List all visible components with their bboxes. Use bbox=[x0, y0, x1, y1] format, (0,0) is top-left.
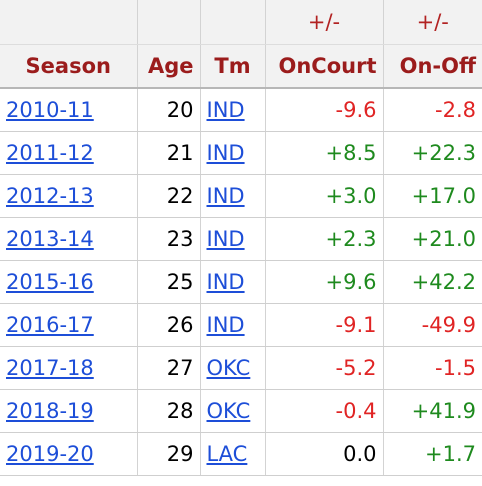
over-header-row: +/- +/- bbox=[0, 0, 482, 45]
over-header-blank-season bbox=[0, 0, 138, 45]
onoff-cell: +17.0 bbox=[383, 174, 482, 218]
column-header-row: Season Age Tm OnCourt On-Off bbox=[0, 44, 482, 89]
over-header-onoff: +/- bbox=[383, 0, 482, 45]
age-cell: 27 bbox=[137, 346, 201, 390]
table-row: 2016-17 26 IND -9.1 -49.9 bbox=[0, 303, 482, 347]
onoff-cell: +21.0 bbox=[383, 217, 482, 261]
over-header-oncourt: +/- bbox=[265, 0, 384, 45]
over-header-blank-age bbox=[137, 0, 201, 45]
table-header: +/- +/- Season Age Tm OnCourt On-Off bbox=[0, 0, 482, 89]
season-cell[interactable]: 2013-14 bbox=[0, 217, 138, 261]
age-cell: 28 bbox=[137, 389, 201, 433]
team-cell[interactable]: IND bbox=[200, 303, 266, 347]
onoff-cell: +1.7 bbox=[383, 432, 482, 476]
onoff-cell: +42.2 bbox=[383, 260, 482, 304]
season-cell[interactable]: 2015-16 bbox=[0, 260, 138, 304]
oncourt-cell: -9.1 bbox=[265, 303, 384, 347]
column-header-age[interactable]: Age bbox=[137, 44, 201, 89]
team-link[interactable]: IND bbox=[206, 312, 245, 337]
age-cell: 25 bbox=[137, 260, 201, 304]
season-link[interactable]: 2015-16 bbox=[6, 269, 94, 294]
onoff-cell: +22.3 bbox=[383, 131, 482, 175]
team-cell[interactable]: LAC bbox=[200, 432, 266, 476]
over-header-blank-team bbox=[200, 0, 266, 45]
stats-table: +/- +/- Season Age Tm OnCourt On-Off 201… bbox=[0, 0, 482, 476]
age-cell: 21 bbox=[137, 131, 201, 175]
team-link[interactable]: IND bbox=[206, 140, 245, 165]
table-row: 2011-12 21 IND +8.5 +22.3 bbox=[0, 131, 482, 175]
column-header-oncourt[interactable]: OnCourt bbox=[265, 44, 384, 89]
season-cell[interactable]: 2010-11 bbox=[0, 88, 138, 132]
age-cell: 22 bbox=[137, 174, 201, 218]
oncourt-cell: -0.4 bbox=[265, 389, 384, 433]
team-cell[interactable]: OKC bbox=[200, 389, 266, 433]
column-header-season[interactable]: Season bbox=[0, 44, 138, 89]
column-header-onoff[interactable]: On-Off bbox=[383, 44, 482, 89]
oncourt-cell: +8.5 bbox=[265, 131, 384, 175]
table-body: 2010-11 20 IND -9.6 -2.8 2011-12 21 IND … bbox=[0, 88, 482, 476]
oncourt-cell: +9.6 bbox=[265, 260, 384, 304]
season-link[interactable]: 2018-19 bbox=[6, 398, 94, 423]
team-cell[interactable]: IND bbox=[200, 217, 266, 261]
table-row: 2012-13 22 IND +3.0 +17.0 bbox=[0, 174, 482, 218]
oncourt-cell: +3.0 bbox=[265, 174, 384, 218]
table-row: 2017-18 27 OKC -5.2 -1.5 bbox=[0, 346, 482, 390]
team-cell[interactable]: IND bbox=[200, 88, 266, 132]
team-cell[interactable]: IND bbox=[200, 131, 266, 175]
table-row: 2015-16 25 IND +9.6 +42.2 bbox=[0, 260, 482, 304]
season-link[interactable]: 2016-17 bbox=[6, 312, 94, 337]
table-row: 2018-19 28 OKC -0.4 +41.9 bbox=[0, 389, 482, 433]
oncourt-cell: -9.6 bbox=[265, 88, 384, 132]
age-cell: 26 bbox=[137, 303, 201, 347]
team-link[interactable]: OKC bbox=[206, 398, 251, 423]
season-link[interactable]: 2017-18 bbox=[6, 355, 94, 380]
oncourt-cell: -5.2 bbox=[265, 346, 384, 390]
season-link[interactable]: 2019-20 bbox=[6, 441, 94, 466]
team-link[interactable]: LAC bbox=[206, 441, 248, 466]
season-cell[interactable]: 2012-13 bbox=[0, 174, 138, 218]
column-header-team[interactable]: Tm bbox=[200, 44, 266, 89]
onoff-cell: -49.9 bbox=[383, 303, 482, 347]
team-link[interactable]: IND bbox=[206, 226, 245, 251]
season-link[interactable]: 2012-13 bbox=[6, 183, 94, 208]
season-cell[interactable]: 2019-20 bbox=[0, 432, 138, 476]
onoff-cell: +41.9 bbox=[383, 389, 482, 433]
team-link[interactable]: IND bbox=[206, 183, 245, 208]
team-link[interactable]: IND bbox=[206, 269, 245, 294]
team-link[interactable]: IND bbox=[206, 97, 245, 122]
onoff-cell: -2.8 bbox=[383, 88, 482, 132]
age-cell: 20 bbox=[137, 88, 201, 132]
season-cell[interactable]: 2011-12 bbox=[0, 131, 138, 175]
team-link[interactable]: OKC bbox=[206, 355, 251, 380]
season-cell[interactable]: 2017-18 bbox=[0, 346, 138, 390]
season-link[interactable]: 2013-14 bbox=[6, 226, 94, 251]
team-cell[interactable]: IND bbox=[200, 174, 266, 218]
season-cell[interactable]: 2016-17 bbox=[0, 303, 138, 347]
season-link[interactable]: 2011-12 bbox=[6, 140, 94, 165]
table-row: 2013-14 23 IND +2.3 +21.0 bbox=[0, 217, 482, 261]
oncourt-cell: 0.0 bbox=[265, 432, 384, 476]
season-cell[interactable]: 2018-19 bbox=[0, 389, 138, 433]
age-cell: 23 bbox=[137, 217, 201, 261]
table-row: 2019-20 29 LAC 0.0 +1.7 bbox=[0, 432, 482, 476]
team-cell[interactable]: OKC bbox=[200, 346, 266, 390]
age-cell: 29 bbox=[137, 432, 201, 476]
oncourt-cell: +2.3 bbox=[265, 217, 384, 261]
table-row: 2010-11 20 IND -9.6 -2.8 bbox=[0, 88, 482, 132]
team-cell[interactable]: IND bbox=[200, 260, 266, 304]
onoff-cell: -1.5 bbox=[383, 346, 482, 390]
season-link[interactable]: 2010-11 bbox=[6, 97, 94, 122]
